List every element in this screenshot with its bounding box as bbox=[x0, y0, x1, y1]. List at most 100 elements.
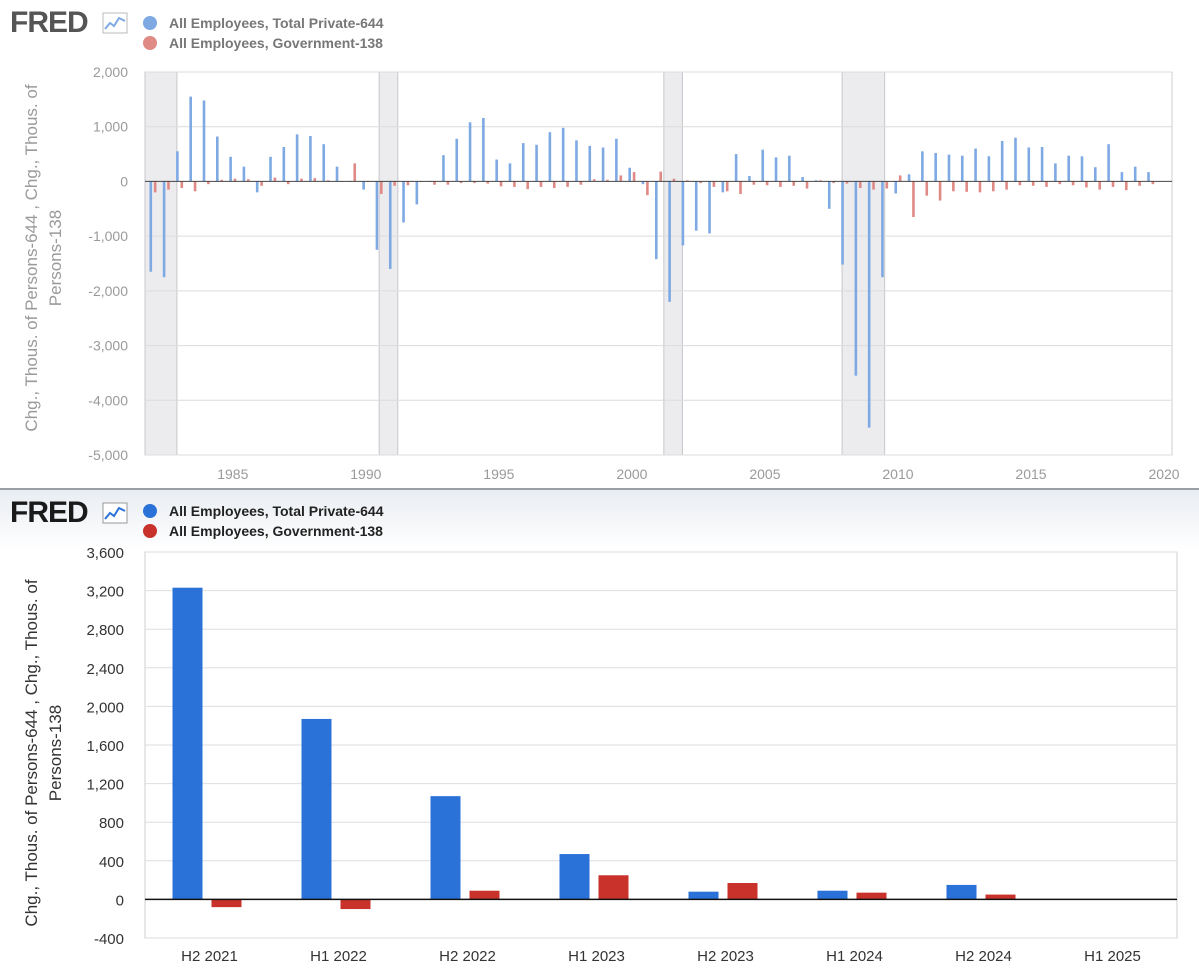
plot-area bbox=[144, 71, 1173, 456]
bar-government bbox=[579, 181, 583, 185]
bar-government bbox=[326, 180, 330, 182]
line-chart-icon[interactable] bbox=[102, 12, 128, 34]
bar-private bbox=[548, 132, 552, 182]
y-tick-label: -1,000 bbox=[88, 228, 128, 244]
bar-government bbox=[286, 181, 290, 185]
bar-private bbox=[215, 136, 219, 182]
bar-private bbox=[946, 884, 977, 900]
bar-private bbox=[615, 138, 618, 182]
bar-government bbox=[1098, 181, 1102, 190]
recession-shade bbox=[663, 71, 683, 456]
recession-shade bbox=[841, 71, 886, 456]
bar-government bbox=[473, 181, 476, 184]
bar-private bbox=[295, 134, 299, 182]
x-tick-label: 1990 bbox=[350, 466, 381, 482]
recession-shade bbox=[378, 71, 399, 456]
x-tick-label: 2005 bbox=[749, 466, 780, 482]
bar-government bbox=[872, 181, 875, 190]
bar-government bbox=[247, 179, 250, 182]
legend-item-government[interactable]: All Employees, Government-138 bbox=[143, 521, 384, 541]
bar-private bbox=[1014, 137, 1017, 182]
bar-government bbox=[1031, 181, 1035, 186]
bar-private bbox=[628, 167, 631, 182]
fred-logo[interactable]: FRED bbox=[10, 6, 89, 39]
bar-private bbox=[688, 891, 719, 900]
bar-private bbox=[788, 155, 791, 182]
y-tick-label: 1,600 bbox=[86, 738, 124, 755]
y-tick-label: -5,000 bbox=[88, 447, 128, 463]
bar-private bbox=[601, 147, 605, 182]
bar-government bbox=[539, 181, 543, 187]
bar-private bbox=[921, 151, 924, 182]
bar-private bbox=[149, 181, 153, 272]
bar-government bbox=[469, 890, 500, 900]
top-chart-plot: 2,000 1,000 0 -1,000 -2,000 -3,000 -4,000 -5,00… bbox=[88, 64, 1180, 482]
bar-private bbox=[442, 155, 445, 182]
bar-government bbox=[380, 181, 383, 195]
line-chart-icon[interactable] bbox=[102, 502, 128, 524]
bar-private bbox=[827, 181, 831, 209]
bar-government bbox=[340, 899, 371, 910]
bar-government bbox=[406, 181, 410, 186]
y-tick-label: 2,400 bbox=[86, 661, 124, 678]
y-tick-label: 2,000 bbox=[86, 699, 124, 716]
bar-private bbox=[282, 146, 286, 182]
bar-private bbox=[335, 166, 339, 182]
bar-government bbox=[925, 181, 929, 196]
legend-item-government[interactable]: All Employees, Government-138 bbox=[143, 33, 384, 53]
bar-government bbox=[965, 181, 968, 192]
bar-private bbox=[309, 136, 312, 182]
x-tick-label: H1 2025 bbox=[1084, 948, 1141, 965]
bar-government bbox=[779, 181, 782, 187]
bar-private bbox=[176, 151, 179, 182]
y-tick-label: 0 bbox=[116, 892, 124, 909]
bar-government bbox=[765, 181, 769, 186]
bar-private bbox=[202, 100, 206, 182]
bar-private bbox=[402, 181, 405, 223]
y-tick-label: -3,000 bbox=[88, 338, 128, 354]
fred-logo[interactable]: FRED bbox=[10, 496, 89, 529]
bar-government bbox=[393, 181, 396, 186]
y-tick-label: 1,200 bbox=[86, 777, 124, 794]
bar-private bbox=[1094, 167, 1097, 182]
bar-government bbox=[1111, 181, 1115, 187]
y-tick-label: 400 bbox=[99, 854, 124, 871]
x-tick-label: H2 2024 bbox=[955, 948, 1012, 965]
y-tick-label: 0 bbox=[120, 173, 128, 189]
legend-item-private[interactable]: All Employees, Total Private-644 bbox=[143, 13, 384, 33]
bar-government bbox=[526, 181, 529, 190]
legend-item-private[interactable]: All Employees, Total Private-644 bbox=[143, 501, 384, 521]
y-tick-label: 2,800 bbox=[86, 622, 124, 639]
bar-government bbox=[805, 181, 809, 189]
bar-government bbox=[1018, 181, 1022, 186]
bar-government bbox=[699, 181, 702, 184]
bar-government bbox=[273, 177, 277, 182]
bar-private bbox=[269, 156, 272, 182]
bar-private bbox=[814, 180, 818, 182]
bar-government bbox=[1071, 181, 1075, 186]
bar-private bbox=[841, 181, 844, 265]
bar-private bbox=[468, 122, 472, 182]
bar-private bbox=[708, 181, 711, 234]
bar-government bbox=[725, 181, 729, 192]
bar-government bbox=[193, 181, 197, 192]
bar-private bbox=[894, 181, 898, 194]
bar-government bbox=[819, 180, 822, 182]
bar-government bbox=[672, 178, 676, 182]
bar-private bbox=[681, 181, 685, 246]
bar-government bbox=[619, 175, 623, 182]
bar-government bbox=[1151, 181, 1155, 185]
bar-private bbox=[1147, 172, 1150, 182]
bar-private bbox=[721, 181, 725, 193]
bar-private bbox=[668, 181, 671, 302]
bar-private bbox=[561, 127, 565, 182]
legend-dot-private bbox=[143, 16, 157, 30]
legend-dot-private bbox=[143, 504, 157, 518]
bar-private bbox=[559, 854, 590, 900]
top-chart-panel: FRED All Employees, Total Private-644 Al… bbox=[0, 6, 1199, 490]
bar-government bbox=[207, 181, 210, 185]
bar-private bbox=[987, 156, 991, 182]
bar-private bbox=[934, 152, 937, 182]
bar-government bbox=[978, 181, 982, 193]
bar-government bbox=[938, 181, 942, 201]
